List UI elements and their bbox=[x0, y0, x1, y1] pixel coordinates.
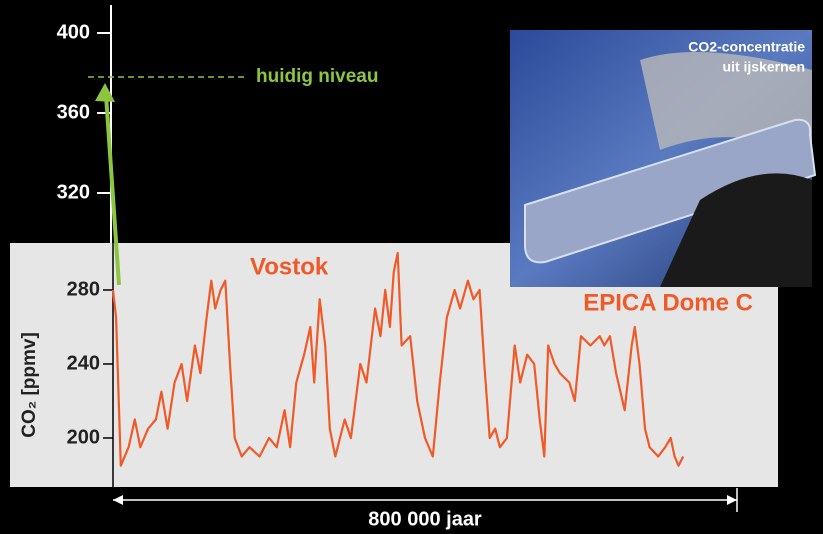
y-tick-label: 280 bbox=[67, 278, 100, 300]
y-tick-label: 320 bbox=[57, 181, 90, 203]
y-axis-label: CO₂ [ppmv] bbox=[19, 332, 40, 438]
y-tick-label: 400 bbox=[57, 21, 90, 43]
annotation: EPICA Dome C bbox=[583, 289, 753, 316]
photo: CO2-concentratie uit ijskernen bbox=[510, 30, 817, 287]
y-tick-label: 360 bbox=[57, 101, 90, 123]
span-label: 800 000 jaar bbox=[368, 508, 482, 530]
reference-label: huidig niveau bbox=[256, 66, 378, 87]
photo-caption: CO2-concentratie bbox=[688, 39, 805, 55]
ice-core bbox=[524, 118, 817, 264]
glove-dark bbox=[660, 173, 812, 287]
data-line bbox=[111, 251, 685, 467]
rise-arrowhead bbox=[95, 83, 115, 102]
y-tick-label: 240 bbox=[67, 352, 100, 374]
y-tick-label: 200 bbox=[67, 426, 100, 448]
rise-arrow bbox=[104, 94, 121, 286]
annotation: Vostok bbox=[250, 253, 329, 280]
photo-caption: uit ijskernen bbox=[723, 59, 805, 75]
